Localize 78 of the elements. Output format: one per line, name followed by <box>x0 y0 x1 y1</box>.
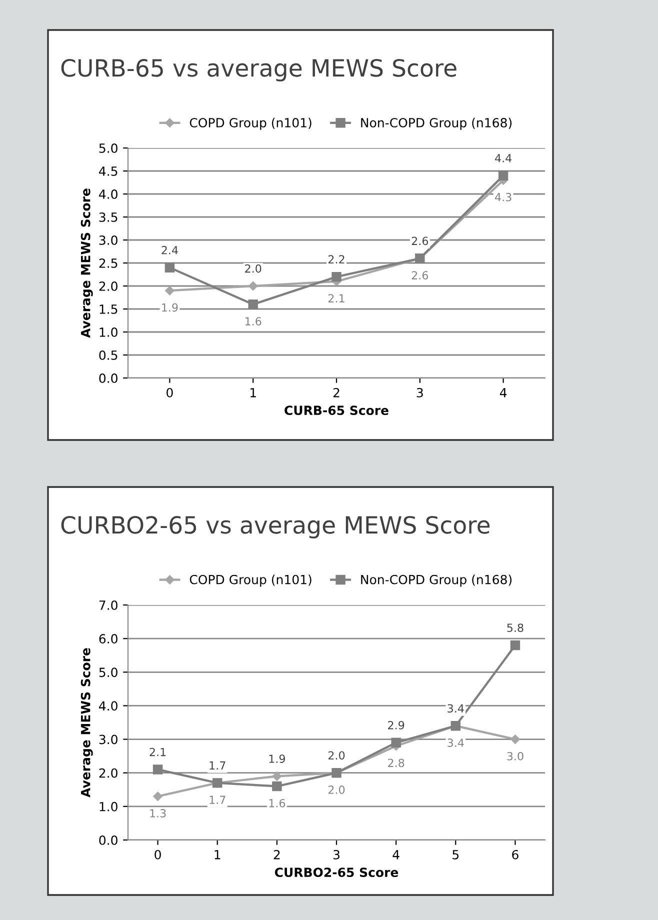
data-label: 1.9 <box>269 754 285 763</box>
point <box>165 286 174 296</box>
data-label: 4.3 <box>495 192 512 202</box>
legend-label: COPD Group (n101) <box>190 118 312 130</box>
point <box>164 262 175 272</box>
x-tick-label: 0 <box>166 388 173 398</box>
y-tick-label: 3.0 <box>99 235 118 245</box>
x-tick-label: 4 <box>500 388 507 398</box>
data-label: 2.8 <box>388 758 404 768</box>
x-tick-label: 5 <box>452 850 459 860</box>
y-tick-label: 4.5 <box>99 166 118 176</box>
point <box>248 281 258 291</box>
y-axis-title: Average MEWS Score <box>80 648 93 798</box>
y-tick-label: 6.0 <box>99 634 118 644</box>
chart-title: CURB-65 vs average MEWS Score <box>61 58 456 82</box>
y-tick-label: 1.5 <box>100 304 118 314</box>
data-label: 2.1 <box>328 294 344 302</box>
point <box>153 792 162 801</box>
y-tick-label: 3.5 <box>99 212 118 222</box>
data-label: 1.6 <box>269 798 286 808</box>
y-tick-label: 3.0 <box>99 734 118 744</box>
data-label: 2.4 <box>162 246 178 254</box>
x-tick-label: 2 <box>274 850 280 860</box>
data-label: 2.2 <box>328 255 344 264</box>
y-tick-label: 4.0 <box>99 701 118 711</box>
x-tick-label: 0 <box>154 850 161 860</box>
x-tick-label: 1 <box>214 850 220 860</box>
point <box>332 272 342 282</box>
y-tick-label: 0.5 <box>99 350 118 360</box>
legend-label: COPD Group (n101) <box>190 574 312 587</box>
data-label: 3.4 <box>448 704 464 713</box>
y-tick-label: 2.5 <box>99 258 118 268</box>
x-tick-label: 1 <box>250 388 256 398</box>
y-tick-label: 2.0 <box>99 281 118 291</box>
y-tick-label: 5.0 <box>99 668 118 678</box>
point <box>510 734 520 744</box>
data-label: 1.7 <box>210 796 226 804</box>
data-label: 2.6 <box>412 271 428 280</box>
data-label: 2.9 <box>388 720 404 730</box>
point <box>272 781 282 792</box>
data-label: 2.0 <box>328 751 345 760</box>
data-label: 1.7 <box>210 761 226 770</box>
data-label: 2.0 <box>328 786 345 794</box>
x-tick-label: 3 <box>416 388 423 398</box>
point <box>391 738 401 748</box>
data-label: 1.9 <box>162 303 178 312</box>
data-label: 1.6 <box>245 317 262 326</box>
legend-label: Non-COPD Group (n168) <box>361 574 512 587</box>
point <box>248 300 258 310</box>
data-label: 1.3 <box>150 809 166 818</box>
y-tick-label: 0.0 <box>99 373 118 383</box>
y-tick-label: 1.0 <box>100 327 118 337</box>
point <box>272 772 282 781</box>
x-axis-title: CURBO2-65 Score <box>274 868 398 878</box>
data-label: 2.6 <box>412 236 428 246</box>
y-axis-title: Average MEWS Score <box>80 188 93 338</box>
data-label: 3.4 <box>448 738 464 747</box>
legend-label: Non-COPD Group (n168) <box>361 118 512 130</box>
x-tick-label: 2 <box>333 388 340 398</box>
data-label: 3.0 <box>507 752 524 760</box>
data-label: 2.1 <box>150 748 166 756</box>
y-tick-label: 7.0 <box>99 600 118 610</box>
y-tick-label: 5.0 <box>99 143 118 153</box>
x-tick-label: 6 <box>512 850 518 860</box>
point <box>152 764 163 774</box>
x-axis-title: CURB-65 Score <box>284 406 388 416</box>
data-label: 2.0 <box>245 264 262 273</box>
y-tick-label: 4.0 <box>99 189 118 199</box>
chart-title: CURBO2-65 vs average MEWS Score <box>61 516 490 538</box>
y-tick-label: 2.0 <box>99 768 118 778</box>
point <box>510 640 520 650</box>
y-tick-label: 1.0 <box>100 802 118 812</box>
point <box>498 170 508 180</box>
y-tick-label: 0.0 <box>99 835 118 845</box>
data-label: 5.8 <box>507 624 524 632</box>
data-label: 4.4 <box>495 154 512 162</box>
x-tick-label: 3 <box>333 850 340 860</box>
x-tick-label: 4 <box>392 850 400 860</box>
